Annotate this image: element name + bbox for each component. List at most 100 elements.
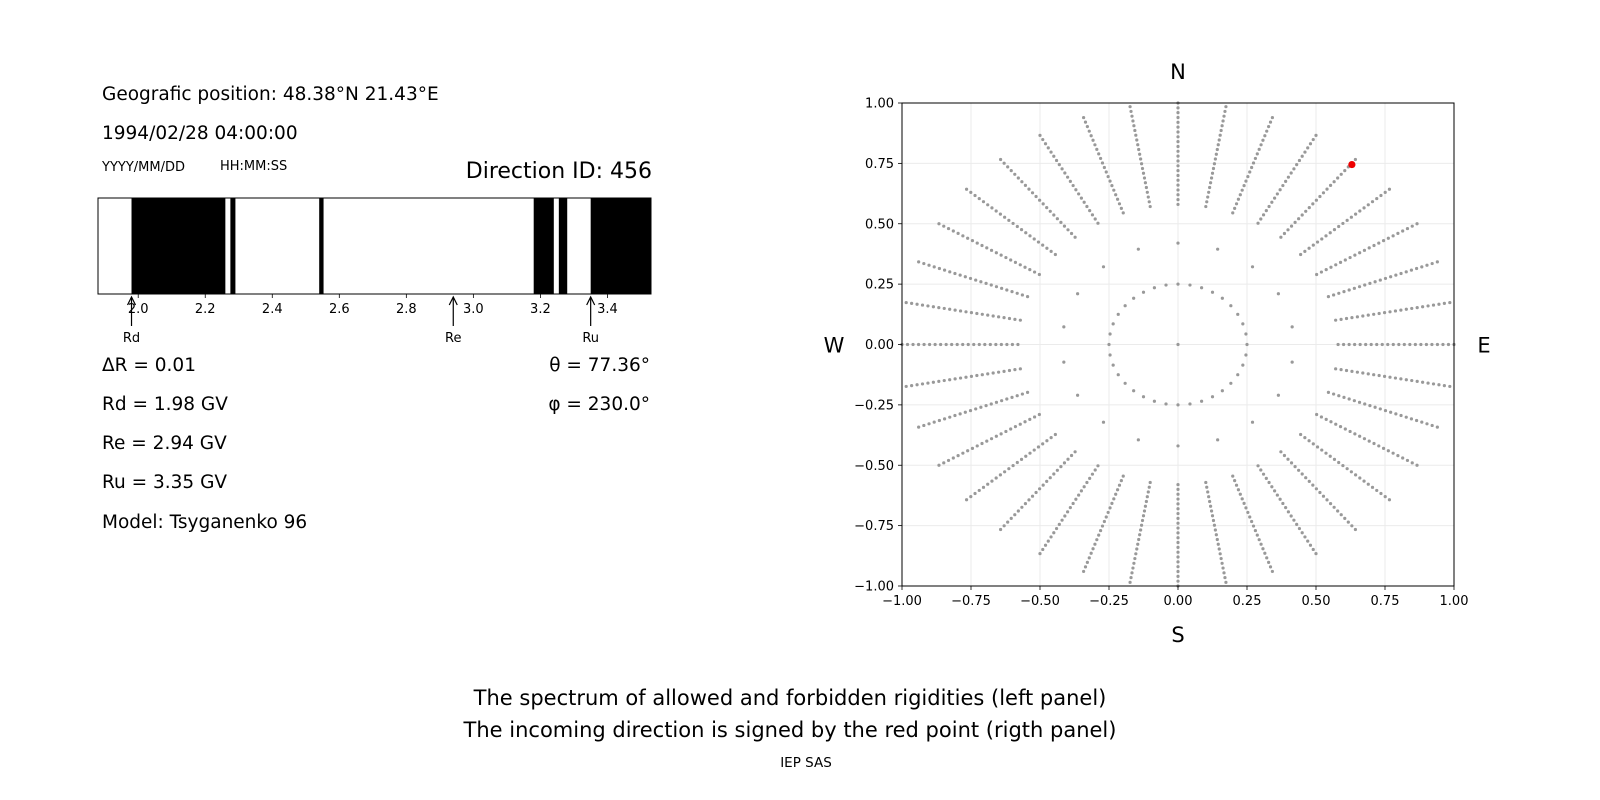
direction-point <box>1369 342 1373 347</box>
y-tick-label-7: −0.75 <box>854 519 894 534</box>
direction-point <box>1130 571 1134 575</box>
direction-point <box>1315 240 1320 244</box>
direction-point <box>1353 342 1357 347</box>
direction-point <box>1003 470 1007 474</box>
direction-point <box>1069 453 1074 458</box>
direction-point <box>984 281 988 285</box>
direction-point <box>1216 247 1220 251</box>
direction-point <box>1396 231 1400 236</box>
x-tick-label-6: 0.50 <box>1302 594 1331 609</box>
spectrum-tick-label-6: 3.2 <box>530 302 551 317</box>
direction-point <box>1087 129 1091 133</box>
direction-point <box>1176 403 1180 407</box>
direction-point <box>963 410 967 414</box>
direction-point <box>1188 283 1192 287</box>
direction-point <box>1176 159 1180 163</box>
marker-label-rd: Rd <box>123 331 140 346</box>
direction-point <box>1377 241 1381 245</box>
direction-point <box>1372 312 1376 316</box>
direction-point <box>1143 504 1148 508</box>
direction-point <box>1286 510 1290 514</box>
direction-point <box>1101 420 1106 424</box>
direction-point <box>1110 501 1114 505</box>
direction-point <box>1137 537 1141 542</box>
direction-point <box>944 342 948 347</box>
direction-point <box>1176 183 1180 187</box>
direction-point <box>966 236 970 240</box>
direction-point <box>937 418 941 423</box>
direction-point <box>1208 499 1212 504</box>
direction-point <box>989 402 993 406</box>
direction-point <box>1138 533 1142 537</box>
direction-point <box>1256 464 1260 468</box>
direction-point <box>1055 217 1059 221</box>
direction-point <box>1231 474 1235 478</box>
direction-point <box>1009 516 1013 520</box>
direction-point <box>904 384 908 389</box>
direction-point <box>948 415 952 419</box>
direction-point <box>1210 395 1215 399</box>
direction-point <box>1013 513 1017 517</box>
direction-point <box>1211 518 1216 523</box>
direction-point <box>1286 457 1290 461</box>
direction-point <box>1164 402 1168 406</box>
direction-point <box>1289 224 1294 228</box>
direction-point <box>1038 133 1042 137</box>
direction-point <box>1383 276 1388 281</box>
direction-point <box>1089 134 1093 138</box>
y-tick-label-0: 1.00 <box>865 97 894 112</box>
direction-point <box>1292 518 1296 522</box>
direction-point <box>942 268 947 272</box>
direction-point <box>1059 220 1063 225</box>
direction-point <box>1306 539 1310 543</box>
direction-point <box>1413 342 1417 347</box>
direction-point <box>1132 561 1136 565</box>
direction-point <box>1209 176 1214 180</box>
marker-arrowhead-ru <box>586 295 596 306</box>
direction-point <box>942 461 946 465</box>
direction-point <box>1276 393 1280 397</box>
spectrum-tick-label-5: 3.0 <box>463 302 484 317</box>
direction-point <box>1278 188 1282 192</box>
direction-point <box>1324 234 1328 238</box>
direction-point <box>1409 417 1414 421</box>
direction-point <box>1437 302 1441 306</box>
direction-point <box>1339 513 1343 517</box>
direction-point <box>1311 137 1315 142</box>
direction-point <box>1052 213 1056 217</box>
direction-point <box>1106 510 1110 515</box>
direction-point <box>1108 353 1112 357</box>
direction-point <box>1093 143 1097 147</box>
direction-point <box>1144 185 1148 190</box>
direction-point <box>1095 147 1099 151</box>
direction-point <box>953 271 957 276</box>
direction-point <box>1137 147 1141 152</box>
direction-point <box>1215 147 1219 152</box>
incoming-direction-point <box>1348 160 1356 169</box>
direction-point <box>1338 260 1343 264</box>
direction-point <box>964 187 969 191</box>
direction-point <box>1018 367 1022 371</box>
direction-point <box>1176 164 1180 168</box>
direction-point <box>1121 211 1125 215</box>
direction-point <box>1036 445 1041 449</box>
direction-point <box>1030 494 1035 498</box>
direction-point <box>946 458 951 463</box>
direction-point <box>926 381 930 385</box>
direction-point <box>1223 109 1227 114</box>
direction-point <box>1036 240 1041 244</box>
re-value: Re = 2.94 GV <box>102 433 227 454</box>
direction-point <box>1332 505 1336 509</box>
direction-point <box>1425 263 1429 267</box>
direction-point <box>1176 536 1180 540</box>
direction-point <box>1248 515 1252 519</box>
direction-point <box>1307 479 1311 483</box>
direction-point <box>998 157 1003 162</box>
direction-point <box>1024 454 1028 458</box>
direction-point <box>1281 183 1285 188</box>
direction-point <box>1372 243 1376 248</box>
direction-point <box>1041 483 1045 487</box>
direction-point <box>1366 203 1370 207</box>
direction-point <box>1342 342 1346 347</box>
datetime: 1994/02/28 04:00:00 <box>102 123 298 144</box>
